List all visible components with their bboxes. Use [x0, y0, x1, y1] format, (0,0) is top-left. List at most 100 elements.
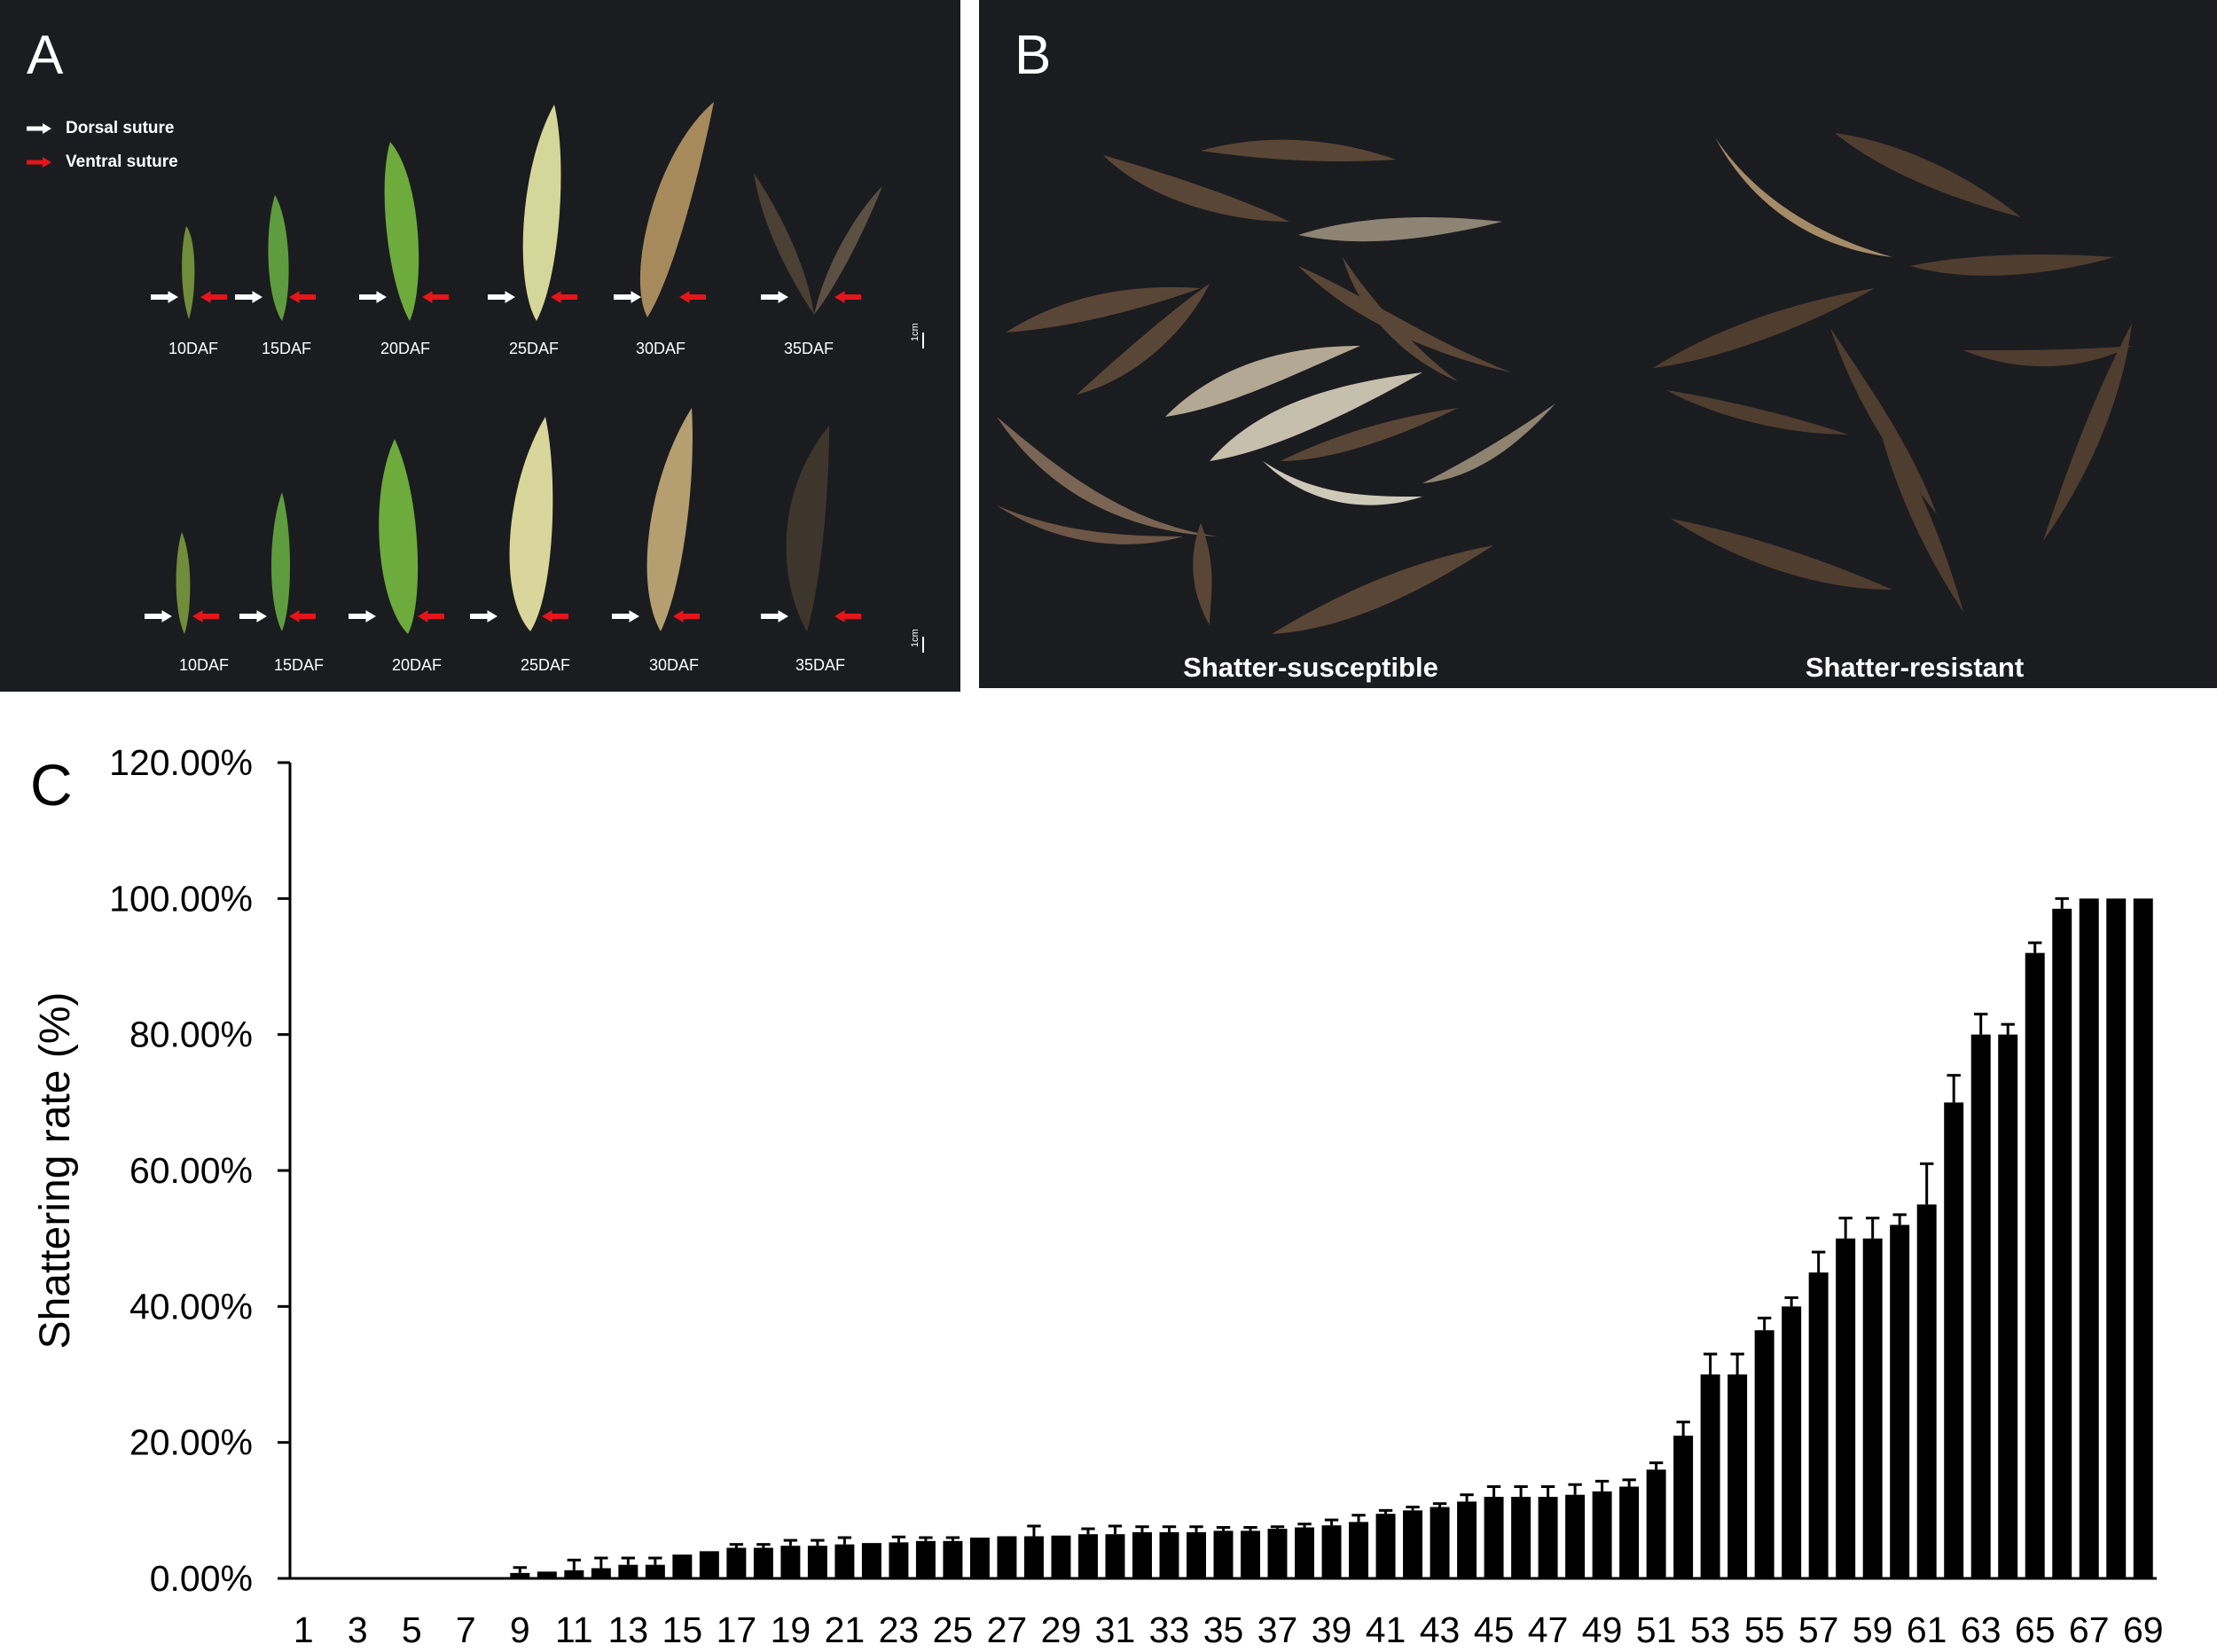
x-tick-label: 53	[1690, 1609, 1731, 1650]
pod-bottom-15daf	[271, 492, 290, 631]
bar	[1727, 1374, 1748, 1578]
x-tick-label: 29	[1041, 1609, 1082, 1650]
x-tick-label: 27	[987, 1609, 1028, 1650]
bar	[510, 1572, 530, 1578]
bar	[1484, 1497, 1504, 1578]
bar	[1321, 1525, 1342, 1578]
x-tick-label: 3	[348, 1609, 368, 1650]
panel-c-letter: C	[30, 752, 73, 818]
y-axis: 0.00% 20.00% 40.00% 60.00% 80.00% 100.00% 120.…	[109, 742, 292, 1599]
x-tick-label: 69	[2123, 1609, 2164, 1650]
pod-top-15daf	[268, 195, 289, 321]
y-tick-label: 120.00%	[109, 742, 253, 783]
bar	[1077, 1534, 1098, 1578]
bar	[1998, 1034, 2018, 1578]
bar	[1267, 1529, 1288, 1578]
white-arrow-icon	[27, 123, 51, 134]
x-tick-label: 49	[1582, 1609, 1623, 1650]
bar	[997, 1536, 1017, 1578]
bar	[1051, 1535, 1071, 1578]
legend-ventral-suture: Ventral suture	[27, 153, 178, 172]
bar	[1700, 1374, 1720, 1578]
bar	[1457, 1501, 1477, 1578]
x-tick-label: 19	[771, 1609, 811, 1650]
x-tick-label: 5	[402, 1609, 422, 1650]
bar	[943, 1540, 963, 1578]
bar	[1349, 1522, 1369, 1578]
bar	[1403, 1510, 1423, 1578]
bar	[1511, 1497, 1532, 1578]
pod-bottom-25daf	[509, 417, 553, 631]
y-tick-label: 80.00%	[129, 1014, 253, 1055]
pod-top-35daf	[754, 173, 882, 315]
scale-label-top: 1cm	[910, 323, 920, 341]
bar	[1592, 1491, 1612, 1578]
x-tick-label: 7	[456, 1609, 476, 1650]
x-tick-label: 39	[1312, 1609, 1352, 1650]
pod-bottom-10daf	[176, 532, 191, 634]
bar	[2079, 898, 2099, 1578]
x-tick-label: 57	[1798, 1609, 1839, 1650]
shatter-susceptible-pods	[997, 139, 1555, 634]
bar	[1023, 1536, 1044, 1578]
x-tick-label: 21	[825, 1609, 866, 1650]
caption-shatter-susceptible: Shatter-susceptible	[1183, 652, 1438, 683]
bar	[1565, 1494, 1586, 1578]
bar	[699, 1551, 719, 1578]
bar	[1970, 1034, 1991, 1578]
bar	[1836, 1238, 1856, 1578]
y-tick-label: 100.00%	[109, 878, 253, 919]
x-tick-label: 11	[555, 1609, 593, 1650]
bar	[834, 1544, 855, 1578]
bar	[969, 1538, 990, 1578]
bar	[1646, 1469, 1666, 1578]
bar	[672, 1554, 693, 1578]
stage-label: 25DAF	[520, 656, 571, 674]
x-tick-label: 41	[1366, 1609, 1406, 1650]
bar	[1808, 1272, 1829, 1578]
bar	[889, 1542, 909, 1578]
y-tick-label: 0.00%	[150, 1558, 253, 1599]
x-tick-label: 59	[1853, 1609, 1893, 1650]
pod-bottom-35daf	[786, 426, 829, 631]
bars	[510, 896, 2153, 1578]
bar	[861, 1543, 881, 1578]
pod-top-30daf	[639, 102, 714, 317]
x-tick-label: 31	[1095, 1609, 1136, 1650]
x-tick-label: 63	[1961, 1609, 2002, 1650]
x-tick-label: 55	[1744, 1609, 1785, 1650]
pod-top-25daf	[522, 105, 561, 321]
legend-dorsal-label: Dorsal suture	[66, 119, 175, 137]
bar	[1944, 1102, 1964, 1578]
scale-label-bottom: 1cm	[910, 629, 920, 647]
bar	[753, 1547, 773, 1578]
bar	[1782, 1306, 1802, 1578]
stage-label: 15DAF	[261, 340, 312, 357]
pod-bottom-30daf	[646, 408, 693, 631]
x-tick-label: 61	[1907, 1609, 1947, 1650]
bar	[1213, 1531, 1234, 1578]
x-tick-label: 37	[1257, 1609, 1298, 1650]
pod-top-10daf	[182, 226, 195, 319]
stage-label: 25DAF	[508, 340, 560, 357]
red-arrow-icon	[27, 157, 51, 168]
stage-label: 35DAF	[795, 656, 846, 674]
bar	[1375, 1514, 1396, 1578]
legend-dorsal-suture: Dorsal suture	[27, 119, 174, 138]
bar	[1916, 1204, 1937, 1578]
x-tick-label: 35	[1203, 1609, 1244, 1650]
panel-b-photo: B	[979, 0, 2217, 688]
x-tick-label: 13	[608, 1609, 649, 1650]
panel-b-letter: B	[1014, 25, 1052, 86]
bar	[645, 1564, 665, 1578]
bottom-row-arrows	[145, 610, 861, 622]
x-tick-label: 15	[662, 1609, 703, 1650]
bar	[2052, 908, 2072, 1578]
bar	[1862, 1238, 1883, 1578]
stage-label: 10DAF	[178, 656, 230, 674]
y-tick-label: 40.00%	[129, 1286, 253, 1327]
bar	[1754, 1330, 1774, 1578]
pods-comparison-drawing	[997, 133, 2132, 634]
stage-label: 30DAF	[635, 340, 686, 357]
stage-label: 20DAF	[380, 340, 431, 357]
